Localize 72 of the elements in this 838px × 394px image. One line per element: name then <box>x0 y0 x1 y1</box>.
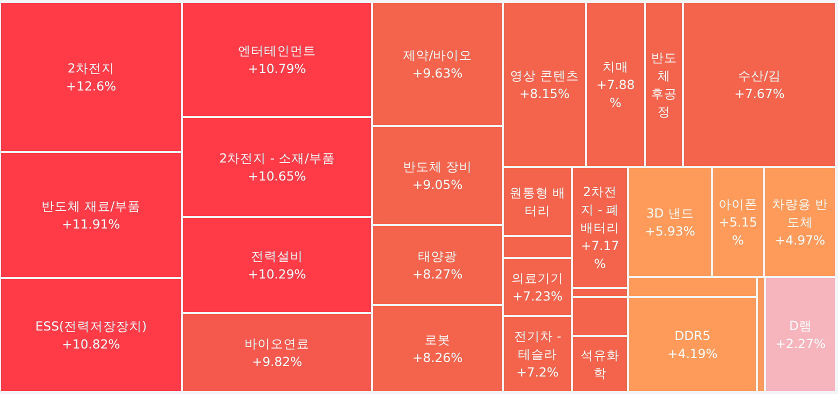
cell: 영상 콘텐츠 +8.15% <box>504 3 585 166</box>
cell: 3D 낸드 +5.93% <box>629 168 711 276</box>
category-label: D램 <box>789 318 812 333</box>
data-label: +7.23% <box>512 288 563 304</box>
cell: 바이오연료 +9.82% <box>183 314 371 391</box>
cell: 치매 +7.88% <box>587 3 644 166</box>
data-label: +9.63% <box>412 66 463 80</box>
category-label: 3D 낸드 <box>646 206 694 220</box>
cell: 전기차 - 테슬라 +7.2% <box>504 317 571 391</box>
category-label: 반도체 장비 <box>403 159 472 174</box>
cell: D램 +2.27% <box>766 278 835 391</box>
category-label: 의료기기 <box>512 270 564 286</box>
category-label: 반도체 재료/부품 <box>41 198 141 214</box>
category-label: 2차전지 - 소재/부품 <box>219 150 335 166</box>
cell: 의료기기 +7.23% <box>504 259 571 315</box>
cell: 반도체 후공정 <box>646 3 682 166</box>
data-label: +5.93% <box>644 224 696 238</box>
category-label: 엔터테인먼트 <box>238 43 316 58</box>
category-label: 전력설비 <box>251 248 303 264</box>
category-label: ESS(전력저장장치) <box>35 318 147 334</box>
data-label: +7.2% <box>516 364 559 380</box>
data-label: +10.29% <box>248 266 306 282</box>
data-label: +12.6% <box>66 78 116 94</box>
cell: 반도체 장비 +9.05% <box>373 127 502 224</box>
category-label: 원통형 배터리 <box>510 185 566 218</box>
data-label: +8.27% <box>412 266 463 282</box>
data-label: +11.91% <box>62 216 120 232</box>
cell: 수산/김 +7.67% <box>684 3 835 166</box>
category-label: 수산/김 <box>738 68 782 83</box>
data-label: +4.19% <box>667 346 718 361</box>
cell: 석유화학 <box>573 337 627 391</box>
category-label: 아이폰 <box>718 196 758 212</box>
cell: 반도체 재료/부품 +11.91% <box>1 153 181 277</box>
cell: 엔터테인먼트 +10.79% <box>183 3 371 116</box>
cell: 2차전지 +12.6% <box>1 3 181 151</box>
data-label: +7.88% <box>596 77 635 110</box>
data-label: +8.15% <box>519 86 570 101</box>
cell: 로봇 +8.26% <box>373 306 502 391</box>
data-label: +2.27% <box>775 336 826 351</box>
category-label: 태양광 <box>418 248 457 264</box>
data-label: +9.82% <box>252 354 302 369</box>
cell: DDR5 +4.19% <box>629 298 756 391</box>
category-label: 제약/바이오 <box>402 48 472 62</box>
category-label: 영상 콘텐츠 <box>510 68 579 83</box>
cell: 아이폰 +5.15% <box>713 168 763 276</box>
category-label: 2차전지 <box>68 60 114 76</box>
data-label: +8.26% <box>412 350 463 365</box>
category-label: 바이오연료 <box>244 336 310 351</box>
category-label: 2차전지 - 폐배터리 <box>580 184 620 235</box>
cell: 원통형 배터리 <box>504 168 571 235</box>
category-label: 차량용 반도체 <box>772 196 828 230</box>
cell: 차량용 반도체 +4.97% <box>765 168 835 276</box>
data-label: +10.65% <box>248 168 306 184</box>
cell: ESS(전력저장장치) +10.82% <box>1 279 181 391</box>
category-label: 석유화학 <box>580 348 620 380</box>
data-label: +10.79% <box>248 61 306 76</box>
category-label: 전기차 - 테슬라 <box>514 328 562 362</box>
cell: 전력설비 +10.29% <box>183 218 371 312</box>
data-label: +10.82% <box>62 336 120 352</box>
cell: 태양광 +8.27% <box>373 226 502 304</box>
category-label: 치매 <box>602 59 628 74</box>
category-label: 로봇 <box>424 332 450 347</box>
data-label: +5.15% <box>718 214 758 248</box>
cell: 2차전지 - 소재/부품 +10.65% <box>183 118 371 216</box>
data-label: +7.17% <box>580 238 620 271</box>
cell: 제약/바이오 +9.63% <box>373 3 502 125</box>
data-label: +4.97% <box>774 232 826 248</box>
data-label: +9.05% <box>412 177 463 192</box>
category-label: 반도체 후공정 <box>651 50 677 119</box>
category-label: DDR5 <box>674 328 710 343</box>
data-label: +7.67% <box>734 86 785 101</box>
cell: 2차전지 - 폐배터리 +7.17% <box>573 168 627 287</box>
